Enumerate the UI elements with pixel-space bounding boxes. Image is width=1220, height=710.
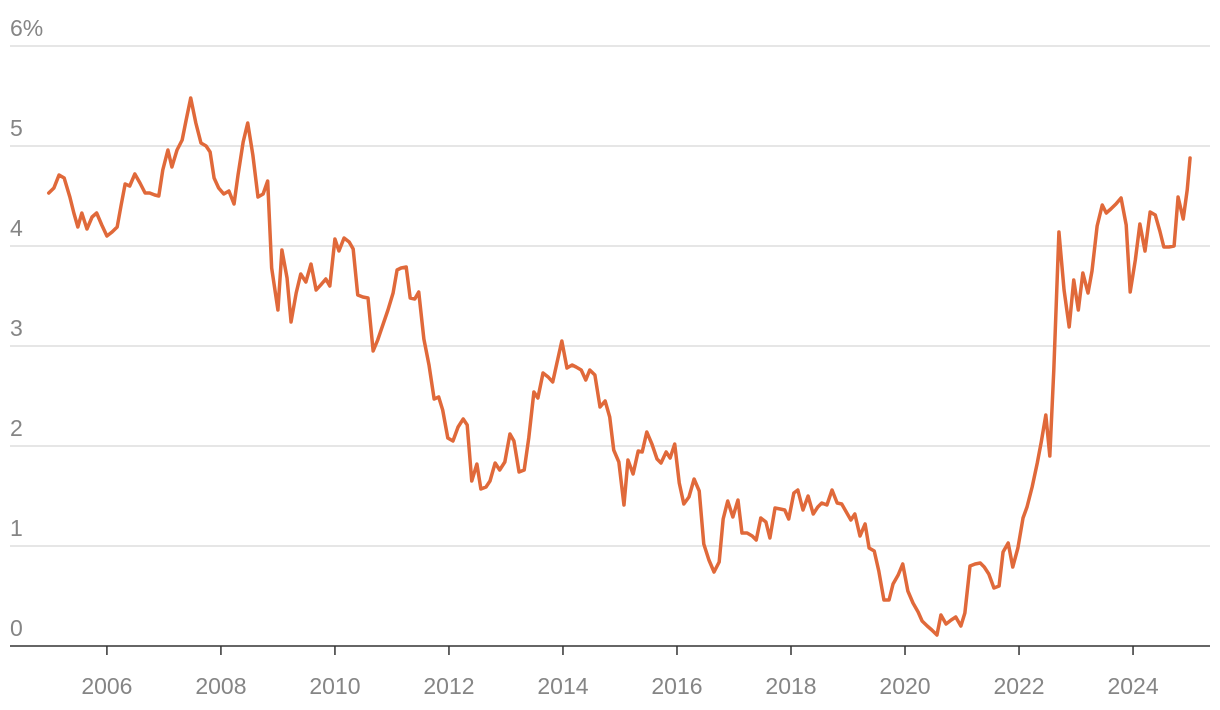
- x-tick-label: 2022: [993, 673, 1044, 699]
- x-tick-label: 2010: [309, 673, 360, 699]
- y-tick-label: 3: [10, 315, 23, 341]
- line-series: [47, 96, 1192, 637]
- x-tick-label: 2020: [879, 673, 930, 699]
- y-tick-label: 5: [10, 115, 23, 141]
- y-tick-label: 2: [10, 415, 23, 441]
- x-tick-label: 2008: [195, 673, 246, 699]
- x-tick-label: 2016: [651, 673, 702, 699]
- x-tick-label: 2012: [423, 673, 474, 699]
- y-tick-label: 1: [10, 515, 23, 541]
- x-tick-label: 2024: [1107, 673, 1158, 699]
- y-tick-label: 0: [10, 615, 23, 641]
- x-tick-label: 2018: [765, 673, 816, 699]
- x-tick-label: 2006: [81, 673, 132, 699]
- x-tick-label: 2014: [537, 673, 588, 699]
- y-tick-label: 6%: [10, 15, 43, 41]
- y-tick-label: 4: [10, 215, 23, 241]
